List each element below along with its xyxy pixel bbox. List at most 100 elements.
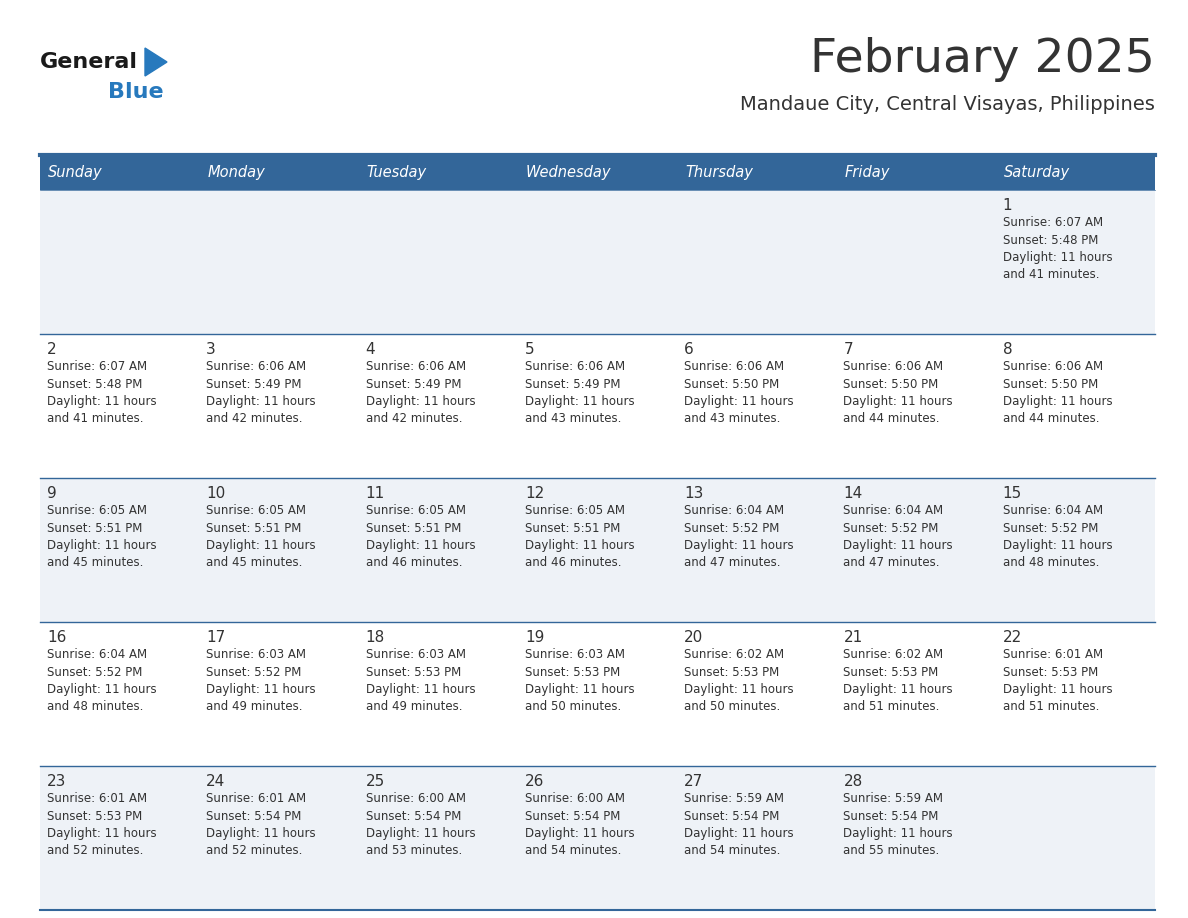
Text: Daylight: 11 hours: Daylight: 11 hours bbox=[843, 683, 953, 696]
Text: Mandaue City, Central Visayas, Philippines: Mandaue City, Central Visayas, Philippin… bbox=[740, 95, 1155, 115]
Text: Daylight: 11 hours: Daylight: 11 hours bbox=[207, 827, 316, 840]
Text: and 43 minutes.: and 43 minutes. bbox=[684, 412, 781, 426]
Text: Sunset: 5:54 PM: Sunset: 5:54 PM bbox=[843, 810, 939, 823]
Text: Sunset: 5:53 PM: Sunset: 5:53 PM bbox=[366, 666, 461, 678]
Text: and 48 minutes.: and 48 minutes. bbox=[1003, 556, 1099, 569]
Bar bbox=[40, 155, 1155, 190]
Text: Daylight: 11 hours: Daylight: 11 hours bbox=[1003, 251, 1112, 264]
Text: Sunrise: 6:06 AM: Sunrise: 6:06 AM bbox=[207, 360, 307, 373]
Text: Sunrise: 6:02 AM: Sunrise: 6:02 AM bbox=[684, 648, 784, 661]
Text: Daylight: 11 hours: Daylight: 11 hours bbox=[207, 539, 316, 552]
Text: Sunset: 5:54 PM: Sunset: 5:54 PM bbox=[207, 810, 302, 823]
Text: 8: 8 bbox=[1003, 342, 1012, 357]
Text: Sunrise: 6:06 AM: Sunrise: 6:06 AM bbox=[525, 360, 625, 373]
Text: and 51 minutes.: and 51 minutes. bbox=[843, 700, 940, 713]
Text: 5: 5 bbox=[525, 342, 535, 357]
Text: 24: 24 bbox=[207, 774, 226, 789]
Text: Sunrise: 6:05 AM: Sunrise: 6:05 AM bbox=[207, 504, 307, 517]
Text: 13: 13 bbox=[684, 486, 703, 501]
Text: Sunrise: 6:01 AM: Sunrise: 6:01 AM bbox=[48, 792, 147, 805]
Text: General: General bbox=[40, 52, 138, 72]
Text: 25: 25 bbox=[366, 774, 385, 789]
Text: Daylight: 11 hours: Daylight: 11 hours bbox=[207, 395, 316, 408]
Text: Daylight: 11 hours: Daylight: 11 hours bbox=[1003, 395, 1112, 408]
Text: Blue: Blue bbox=[108, 82, 164, 102]
Text: 6: 6 bbox=[684, 342, 694, 357]
Text: Sunrise: 6:07 AM: Sunrise: 6:07 AM bbox=[48, 360, 147, 373]
Text: Sunrise: 5:59 AM: Sunrise: 5:59 AM bbox=[843, 792, 943, 805]
Text: 4: 4 bbox=[366, 342, 375, 357]
Text: Sunrise: 6:06 AM: Sunrise: 6:06 AM bbox=[1003, 360, 1102, 373]
Text: Saturday: Saturday bbox=[1004, 165, 1070, 180]
Text: Daylight: 11 hours: Daylight: 11 hours bbox=[366, 827, 475, 840]
Text: Daylight: 11 hours: Daylight: 11 hours bbox=[525, 827, 634, 840]
Text: Daylight: 11 hours: Daylight: 11 hours bbox=[366, 539, 475, 552]
Text: and 55 minutes.: and 55 minutes. bbox=[843, 845, 940, 857]
Text: 15: 15 bbox=[1003, 486, 1022, 501]
Text: Daylight: 11 hours: Daylight: 11 hours bbox=[525, 683, 634, 696]
Text: 1: 1 bbox=[1003, 198, 1012, 213]
Text: Daylight: 11 hours: Daylight: 11 hours bbox=[48, 395, 157, 408]
Text: Daylight: 11 hours: Daylight: 11 hours bbox=[207, 683, 316, 696]
Text: Daylight: 11 hours: Daylight: 11 hours bbox=[366, 683, 475, 696]
Text: 10: 10 bbox=[207, 486, 226, 501]
Text: and 48 minutes.: and 48 minutes. bbox=[48, 700, 144, 713]
Text: and 43 minutes.: and 43 minutes. bbox=[525, 412, 621, 426]
Text: and 47 minutes.: and 47 minutes. bbox=[684, 556, 781, 569]
Text: Sunset: 5:51 PM: Sunset: 5:51 PM bbox=[207, 521, 302, 534]
Text: 19: 19 bbox=[525, 630, 544, 645]
Text: 17: 17 bbox=[207, 630, 226, 645]
Text: and 52 minutes.: and 52 minutes. bbox=[207, 845, 303, 857]
Bar bbox=[40, 622, 1155, 766]
Text: and 44 minutes.: and 44 minutes. bbox=[1003, 412, 1099, 426]
Text: Sunset: 5:48 PM: Sunset: 5:48 PM bbox=[1003, 233, 1098, 247]
Text: 2: 2 bbox=[48, 342, 57, 357]
Text: Daylight: 11 hours: Daylight: 11 hours bbox=[843, 395, 953, 408]
Text: Sunrise: 6:00 AM: Sunrise: 6:00 AM bbox=[366, 792, 466, 805]
Bar bbox=[40, 766, 1155, 910]
Text: Thursday: Thursday bbox=[685, 165, 753, 180]
Text: Sunset: 5:50 PM: Sunset: 5:50 PM bbox=[1003, 377, 1098, 390]
Text: 27: 27 bbox=[684, 774, 703, 789]
Text: Daylight: 11 hours: Daylight: 11 hours bbox=[1003, 683, 1112, 696]
Text: and 45 minutes.: and 45 minutes. bbox=[48, 556, 144, 569]
Text: Daylight: 11 hours: Daylight: 11 hours bbox=[684, 539, 794, 552]
Text: Sunset: 5:49 PM: Sunset: 5:49 PM bbox=[207, 377, 302, 390]
Text: Sunset: 5:53 PM: Sunset: 5:53 PM bbox=[48, 810, 143, 823]
Bar bbox=[40, 334, 1155, 478]
Text: Sunrise: 6:06 AM: Sunrise: 6:06 AM bbox=[843, 360, 943, 373]
Text: Sunrise: 6:02 AM: Sunrise: 6:02 AM bbox=[843, 648, 943, 661]
Text: and 50 minutes.: and 50 minutes. bbox=[525, 700, 621, 713]
Text: Sunset: 5:52 PM: Sunset: 5:52 PM bbox=[843, 521, 939, 534]
Text: Sunset: 5:50 PM: Sunset: 5:50 PM bbox=[843, 377, 939, 390]
Text: and 47 minutes.: and 47 minutes. bbox=[843, 556, 940, 569]
Text: 14: 14 bbox=[843, 486, 862, 501]
Text: Sunrise: 6:06 AM: Sunrise: 6:06 AM bbox=[366, 360, 466, 373]
Text: Sunday: Sunday bbox=[48, 165, 102, 180]
Text: Monday: Monday bbox=[207, 165, 265, 180]
Text: Daylight: 11 hours: Daylight: 11 hours bbox=[843, 827, 953, 840]
Text: and 41 minutes.: and 41 minutes. bbox=[1003, 268, 1099, 282]
Text: Tuesday: Tuesday bbox=[367, 165, 426, 180]
Text: 23: 23 bbox=[48, 774, 67, 789]
Bar bbox=[40, 478, 1155, 622]
Text: February 2025: February 2025 bbox=[810, 38, 1155, 83]
Text: Sunrise: 6:04 AM: Sunrise: 6:04 AM bbox=[1003, 504, 1102, 517]
Text: Daylight: 11 hours: Daylight: 11 hours bbox=[843, 539, 953, 552]
Text: and 54 minutes.: and 54 minutes. bbox=[684, 845, 781, 857]
Text: Sunset: 5:51 PM: Sunset: 5:51 PM bbox=[525, 521, 620, 534]
Text: Sunset: 5:52 PM: Sunset: 5:52 PM bbox=[1003, 521, 1098, 534]
Text: Sunrise: 6:06 AM: Sunrise: 6:06 AM bbox=[684, 360, 784, 373]
Text: and 45 minutes.: and 45 minutes. bbox=[207, 556, 303, 569]
Polygon shape bbox=[145, 48, 168, 76]
Text: and 46 minutes.: and 46 minutes. bbox=[525, 556, 621, 569]
Text: 3: 3 bbox=[207, 342, 216, 357]
Text: Sunrise: 6:03 AM: Sunrise: 6:03 AM bbox=[525, 648, 625, 661]
Text: Sunset: 5:49 PM: Sunset: 5:49 PM bbox=[525, 377, 620, 390]
Text: 26: 26 bbox=[525, 774, 544, 789]
Text: Sunrise: 6:00 AM: Sunrise: 6:00 AM bbox=[525, 792, 625, 805]
Text: Friday: Friday bbox=[845, 165, 890, 180]
Text: Sunrise: 6:07 AM: Sunrise: 6:07 AM bbox=[1003, 216, 1102, 229]
Text: Sunrise: 6:04 AM: Sunrise: 6:04 AM bbox=[48, 648, 147, 661]
Text: Sunset: 5:54 PM: Sunset: 5:54 PM bbox=[525, 810, 620, 823]
